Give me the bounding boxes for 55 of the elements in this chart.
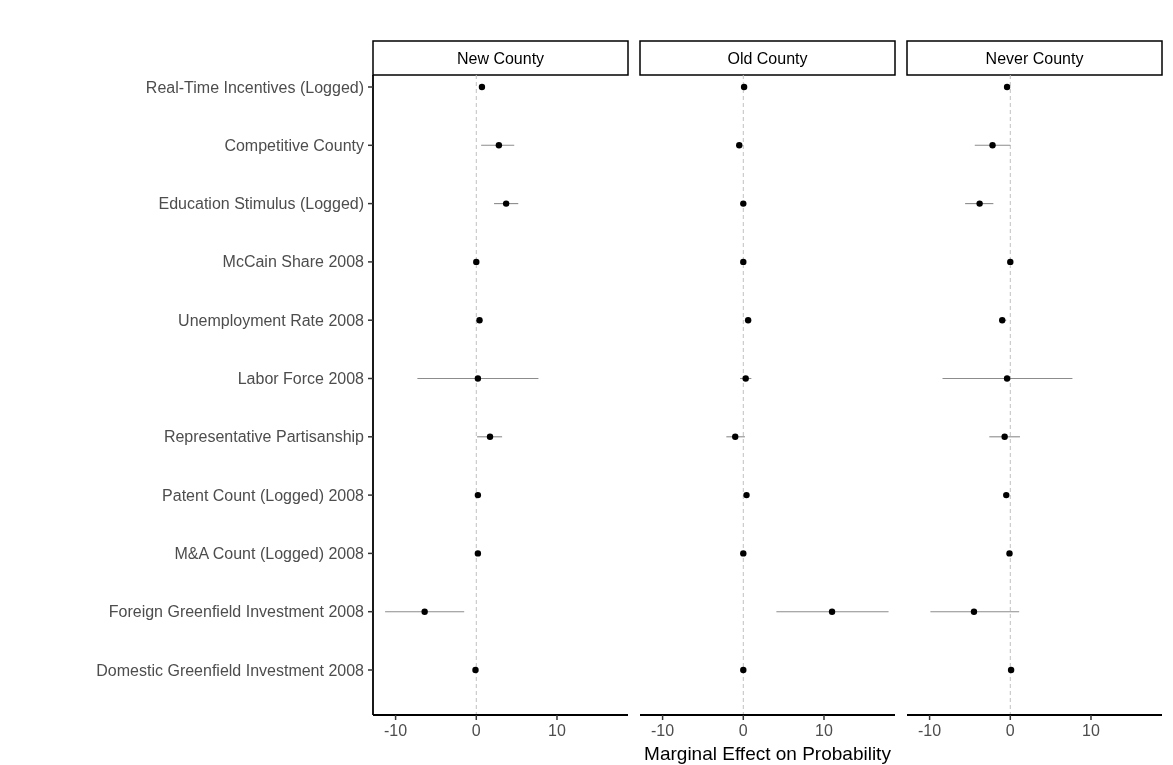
point (472, 666, 479, 674)
point (1007, 666, 1015, 674)
x-tick-label: 10 (815, 722, 833, 739)
point (970, 608, 978, 615)
point (474, 375, 482, 382)
point (478, 83, 486, 91)
point (828, 608, 836, 615)
point (1003, 375, 1011, 382)
point (474, 491, 482, 499)
y-tick-label: Representative Partisanship (163, 428, 365, 446)
x-tick-label: -10 (384, 722, 408, 739)
y-tick-label: McCain Share 2008 (222, 253, 365, 271)
y-tick-label: M&A Count (Logged) 2008 (174, 544, 365, 562)
point (740, 258, 747, 266)
y-tick-label: Patent Count (Logged) 2008 (162, 486, 365, 504)
y-tick-label: Education Stimulus (Logged) (158, 195, 364, 213)
x-tick-label: 10 (1082, 722, 1100, 739)
point (740, 666, 747, 674)
point (1003, 491, 1010, 499)
point (743, 491, 750, 499)
y-tick-label: Labor Force 2008 (237, 370, 365, 387)
point (474, 550, 482, 557)
point (421, 608, 428, 615)
point (736, 142, 743, 149)
point (740, 200, 747, 207)
chart-title: New County (456, 50, 545, 67)
point (473, 258, 480, 266)
x-tick-label: 0 (471, 722, 481, 739)
x-tick-label: 10 (548, 722, 566, 739)
point (732, 433, 739, 440)
y-tick-label: Real-Time Incentives (Logged) (145, 78, 364, 96)
x-tick-label: 0 (738, 722, 748, 739)
x-axis-title: Marginal Effect on Probability (644, 743, 892, 764)
chart-title: Never County (985, 50, 1084, 67)
y-tick-label: Foreign Greenfield Investment 2008 (108, 603, 365, 621)
point (1001, 433, 1008, 440)
y-tick-label: Domestic Greenfield Investment 2008 (96, 661, 365, 679)
point (989, 142, 996, 149)
point (976, 200, 983, 207)
point (1007, 258, 1014, 266)
point (1003, 83, 1011, 91)
point (1006, 550, 1013, 557)
y-tick-label: Competitive County (224, 136, 364, 154)
y-tick-label: Unemployment Rate 2008 (178, 311, 365, 329)
x-tick-label: -10 (651, 722, 675, 739)
point (495, 142, 503, 149)
point (502, 200, 510, 207)
chart-title: Old County (727, 50, 808, 67)
x-tick-label: 0 (1005, 722, 1015, 739)
point (740, 83, 748, 91)
point (744, 317, 752, 324)
x-tick-label: -10 (918, 722, 942, 739)
point (486, 433, 494, 440)
point (476, 317, 483, 324)
point (740, 550, 747, 557)
